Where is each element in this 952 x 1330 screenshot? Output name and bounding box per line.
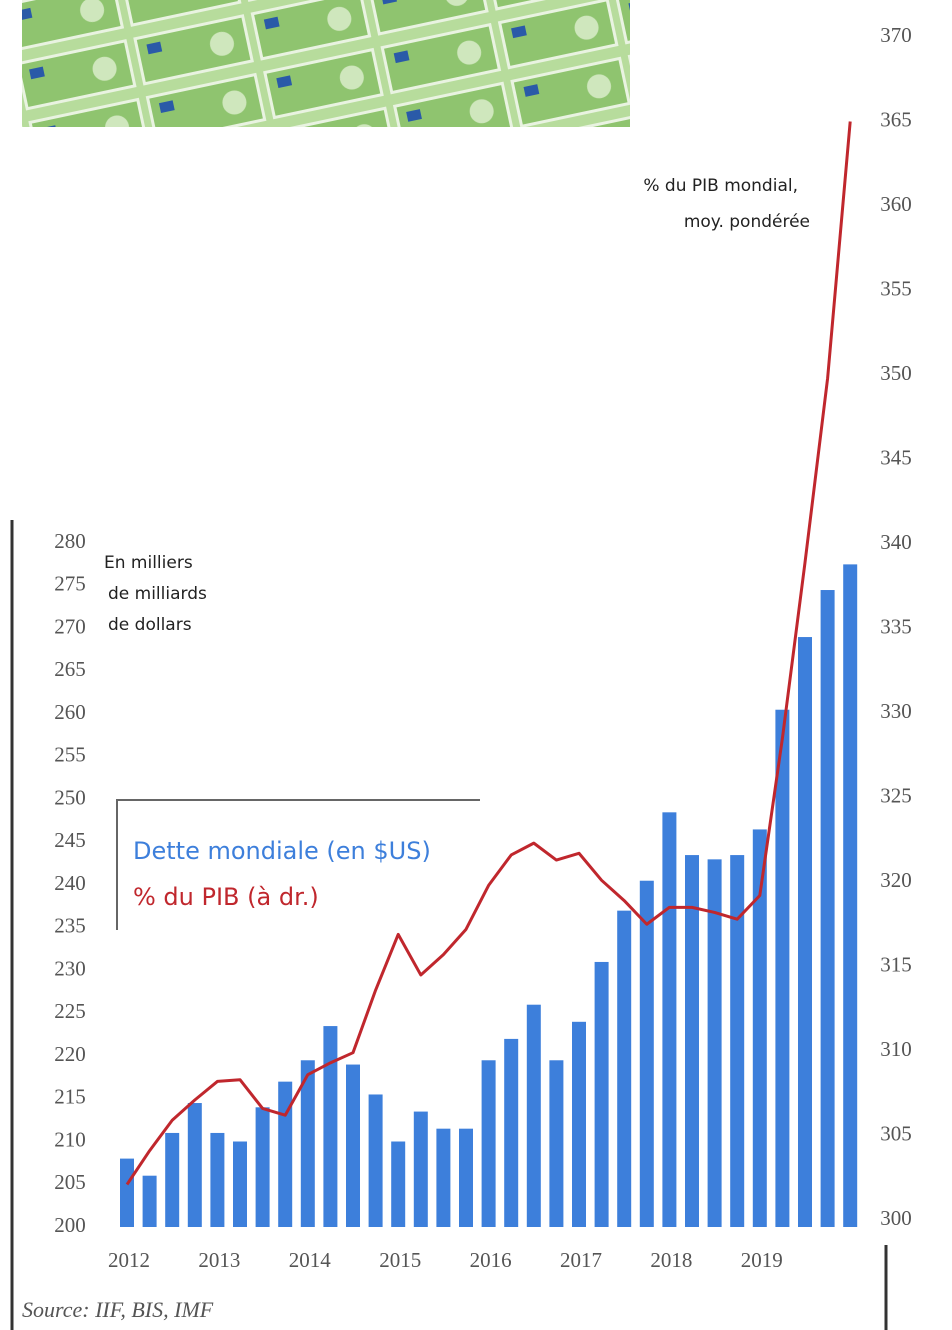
y-tick-label: 255 <box>54 743 86 767</box>
bar <box>843 564 858 1227</box>
line <box>125 121 852 1186</box>
bar <box>730 855 745 1227</box>
bar <box>775 709 790 1227</box>
bar <box>391 1141 406 1227</box>
x-tick-label: 2013 <box>198 1248 240 1272</box>
legend-frame <box>116 799 480 930</box>
bar <box>617 910 632 1227</box>
y2-annotation: moy. pondérée <box>684 212 810 232</box>
bar <box>210 1132 225 1227</box>
bar <box>572 1021 586 1227</box>
y2-tick-label: 340 <box>880 530 912 554</box>
y-tick-label: 210 <box>54 1127 86 1151</box>
x-tick-label: 2016 <box>470 1248 512 1272</box>
y2-tick-label: 315 <box>880 952 912 976</box>
bar <box>526 1004 541 1227</box>
y-tick-label: 265 <box>54 657 86 681</box>
bar <box>549 1060 564 1227</box>
bar <box>255 1107 270 1227</box>
y-annotation: de dollars <box>108 615 192 635</box>
y2-tick-label: 330 <box>880 699 912 723</box>
y-tick-label: 280 <box>54 529 86 553</box>
x-tick-label: 2012 <box>108 1248 150 1272</box>
y-annotation: En milliers <box>104 553 193 573</box>
y-tick-label: 240 <box>54 871 86 895</box>
bar <box>504 1038 519 1227</box>
y2-tick-label: 355 <box>880 276 912 300</box>
bar <box>685 855 699 1227</box>
bar <box>278 1081 293 1227</box>
y2-tick-label: 345 <box>880 445 912 469</box>
bar <box>820 590 835 1227</box>
y-tick-label: 200 <box>54 1213 86 1237</box>
y2-tick-label: 325 <box>880 783 912 807</box>
legend-label: % du PIB (à dr.) <box>133 883 319 911</box>
bar <box>798 637 812 1227</box>
y-tick-label: 245 <box>54 828 86 852</box>
bar <box>413 1111 428 1227</box>
bar <box>120 1158 134 1227</box>
bar <box>187 1103 202 1227</box>
bar <box>346 1064 360 1227</box>
y2-tick-label: 365 <box>880 107 912 131</box>
y-tick-label: 250 <box>54 785 86 809</box>
banknote-image <box>22 0 630 127</box>
x-tick-label: 2014 <box>289 1248 332 1272</box>
y-tick-label: 235 <box>54 914 86 938</box>
y-tick-label: 225 <box>54 999 86 1023</box>
y2-tick-label: 335 <box>880 614 912 638</box>
bar <box>662 812 677 1227</box>
y-tick-label: 205 <box>54 1170 86 1194</box>
bar <box>639 880 654 1227</box>
y-tick-label: 215 <box>54 1085 86 1109</box>
y-tick-label: 220 <box>54 1042 86 1066</box>
y2-tick-label: 310 <box>880 1037 912 1061</box>
y2-tick-label: 370 <box>880 23 912 47</box>
y-annotation: de milliards <box>108 584 207 604</box>
y2-tick-label: 305 <box>880 1121 912 1145</box>
x-tick-label: 2018 <box>650 1248 692 1272</box>
bar <box>142 1175 157 1227</box>
bar <box>459 1128 473 1227</box>
bar <box>300 1060 315 1227</box>
y2-tick-label: 300 <box>880 1206 912 1230</box>
x-tick-label: 2015 <box>379 1248 421 1272</box>
bar <box>233 1141 247 1227</box>
y2-tick-label: 360 <box>880 192 912 216</box>
y-tick-label: 275 <box>54 572 86 596</box>
legend-label: Dette mondiale (en $US) <box>133 837 431 865</box>
y2-tick-label: 320 <box>880 868 912 892</box>
bar <box>436 1128 451 1227</box>
bar <box>481 1060 496 1227</box>
y-tick-label: 260 <box>54 700 86 724</box>
source: Source: IIF, BIS, IMF <box>22 1297 214 1322</box>
y2-tick-label: 350 <box>880 361 912 385</box>
bar <box>368 1094 383 1227</box>
y-tick-label: 270 <box>54 614 86 638</box>
y2-annotation: % du PIB mondial, <box>643 176 798 196</box>
bar <box>323 1026 338 1227</box>
x-tick-label: 2017 <box>560 1248 602 1272</box>
y-tick-label: 230 <box>54 956 86 980</box>
bar <box>594 961 609 1227</box>
bar <box>707 859 722 1227</box>
bar <box>752 829 767 1227</box>
bar <box>165 1132 180 1227</box>
x-tick-label: 2019 <box>741 1248 783 1272</box>
